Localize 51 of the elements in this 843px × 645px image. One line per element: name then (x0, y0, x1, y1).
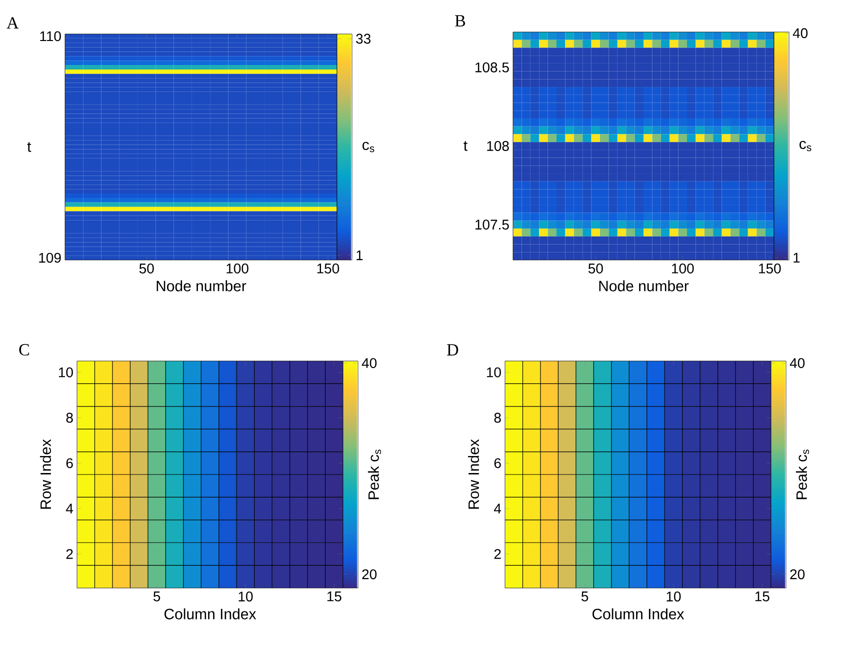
y-axis-title: t (464, 141, 468, 151)
chart-title: B (455, 15, 466, 26)
color-bar-label: 33 (356, 34, 370, 44)
color-bar-label: 40 (790, 358, 805, 368)
y-tick-label: 10 (58, 367, 73, 378)
chart-title: D (447, 344, 458, 356)
y-tick-label: 6 (66, 458, 73, 468)
y-tick-label: 8 (494, 412, 501, 423)
color-bar-label: 1 (794, 252, 800, 263)
color-bar-title: Peak c$_{s}$ (368, 450, 382, 500)
x-axis-title: Node number (599, 280, 689, 292)
color-bar-label: 1 (356, 250, 363, 260)
color-bar-title: c$_{s}$ (362, 142, 374, 152)
x-tick-label: 10 (238, 592, 253, 602)
color-bar-label: 40 (362, 358, 377, 368)
y-tick-label: 110 (40, 31, 61, 42)
color-bar-label: 20 (362, 569, 377, 580)
y-tick-label: 4 (494, 504, 502, 514)
x-tick-label: 15 (327, 592, 342, 602)
x-tick-label: 5 (581, 592, 588, 602)
y-tick-label: 10 (486, 367, 501, 378)
color-bar-title: c$_{s}$ (800, 140, 812, 152)
x-tick-label: 50 (139, 264, 154, 274)
x-tick-label: 10 (666, 592, 681, 602)
y-tick-label: 2 (66, 549, 73, 559)
y-tick-label: 6 (494, 458, 501, 468)
color-bar-label: 20 (790, 569, 805, 580)
x-tick-label: 50 (588, 264, 603, 274)
x-tick-label: 150 (317, 264, 340, 274)
chart-title: C (19, 344, 29, 356)
x-tick-label: 15 (755, 592, 770, 602)
y-tick-label: 107.5 (476, 220, 509, 230)
y-axis-title: Row Index (468, 439, 480, 509)
x-axis-title: Node number (156, 280, 246, 292)
chart-title: A (6, 17, 19, 28)
x-tick-label: 100 (672, 264, 694, 274)
x-tick-label: 5 (153, 592, 160, 602)
y-axis-title: Row Index (40, 439, 52, 509)
y-axis-title: t (27, 142, 32, 152)
x-tick-label: 150 (759, 264, 781, 274)
y-tick-label: 108 (487, 141, 509, 151)
y-tick-label: 108.5 (476, 62, 509, 72)
x-axis-title: Column Index (592, 608, 684, 620)
y-tick-label: 8 (66, 412, 73, 423)
x-axis-title: Column Index (164, 608, 256, 620)
x-tick-label: 100 (226, 264, 248, 274)
color-bar-label: 40 (792, 28, 808, 38)
y-tick-label: 109 (39, 252, 61, 263)
y-tick-label: 2 (494, 549, 501, 559)
color-bar-title: Peak c$_{s}$ (796, 450, 810, 500)
y-tick-label: 4 (66, 504, 74, 514)
